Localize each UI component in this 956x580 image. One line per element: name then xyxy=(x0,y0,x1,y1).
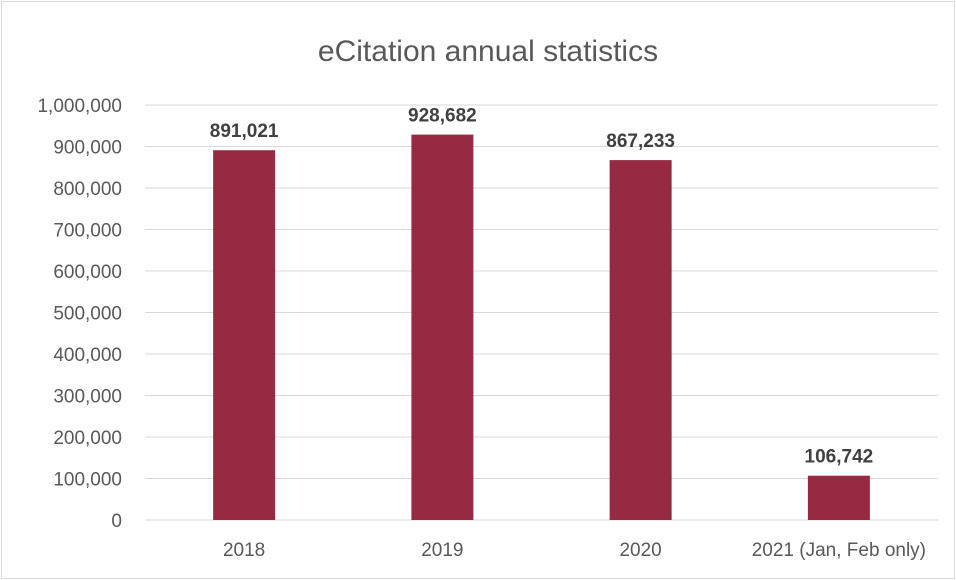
y-tick-label: 900,000 xyxy=(53,138,122,159)
bar xyxy=(213,150,276,520)
y-tick-label: 100,000 xyxy=(53,470,122,491)
y-tick-label: 200,000 xyxy=(53,428,122,449)
y-tick-label: 1,000,000 xyxy=(37,96,122,117)
y-tick-label: 400,000 xyxy=(53,345,122,366)
y-tick-label: 700,000 xyxy=(53,221,122,242)
x-tick-label: 2020 xyxy=(619,540,661,561)
y-tick-label: 800,000 xyxy=(53,179,122,200)
data-label: 106,742 xyxy=(805,447,874,468)
x-tick-label: 2018 xyxy=(223,540,265,561)
data-label: 891,021 xyxy=(210,121,279,142)
bar xyxy=(609,160,672,520)
x-tick-label: 2019 xyxy=(421,540,463,561)
data-label: 867,233 xyxy=(606,131,675,152)
bar xyxy=(411,134,474,520)
y-tick-label: 300,000 xyxy=(53,387,122,408)
y-tick-label: 500,000 xyxy=(53,304,122,325)
bar xyxy=(807,475,870,520)
data-label: 928,682 xyxy=(408,106,477,127)
chart-title: eCitation annual statistics xyxy=(318,35,658,68)
x-tick-label: 2021 (Jan, Feb only) xyxy=(752,540,926,561)
y-tick-label: 600,000 xyxy=(53,262,122,283)
y-tick-label: 0 xyxy=(111,511,122,532)
